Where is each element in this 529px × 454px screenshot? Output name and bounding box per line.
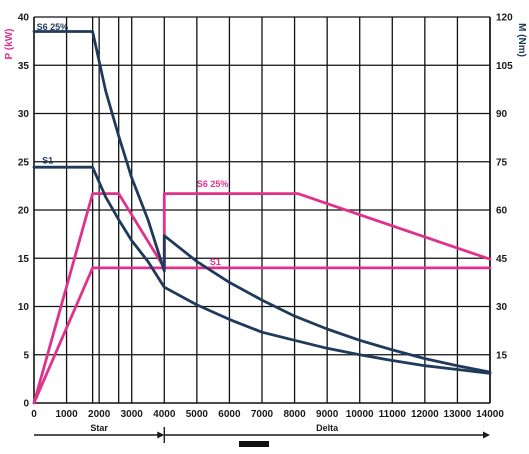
left-y-tick-label: 35: [18, 61, 30, 72]
left-y-tick-label: 40: [18, 13, 30, 24]
power-series-line: [32, 266, 492, 405]
range-arrow-head: [157, 431, 165, 439]
tick-labels: 0 1000 2000 3000 4000 5000 6000 7000 8000 9000 100…: [18, 13, 513, 421]
torque-series-line: [32, 165, 492, 375]
power-series-label: S6 25%: [197, 179, 229, 189]
right-y-tick-label: 120: [496, 13, 513, 24]
left-y-tick-label: 20: [18, 206, 30, 217]
axis-titles: P (kW) M (Nm): [4, 23, 527, 59]
series-layer: [32, 30, 492, 405]
x-tick-label: 0: [31, 409, 37, 420]
torque-series-label: S6 25%: [37, 22, 69, 32]
left-y-tick-label: 5: [23, 350, 29, 361]
x-tick-label: 3000: [121, 409, 144, 420]
x-tick-label: 13000: [444, 409, 472, 420]
torque-series-label: S1: [42, 155, 53, 165]
left-y-tick-label: 25: [18, 157, 30, 168]
right-y-tick-label: 105: [496, 61, 513, 72]
right-y-tick-label: 60: [496, 206, 508, 217]
left-y-tick-label: 30: [18, 109, 30, 120]
x-tick-label: 1000: [55, 409, 78, 420]
x-tick-label: 9000: [316, 409, 339, 420]
right-y-tick-label: 75: [496, 157, 508, 168]
series-labels: S6 25% S1 S6 25% S1: [37, 22, 229, 267]
power-series-label: S1: [210, 257, 221, 267]
x-tick-label: 6000: [218, 409, 241, 420]
operating-ranges: Star Delta: [34, 423, 490, 443]
range-label: Star: [90, 423, 108, 433]
right-y-tick-label: 90: [496, 109, 508, 120]
right-y-tick-label: 30: [496, 302, 508, 313]
right-y-tick-label: 15: [496, 350, 508, 361]
x-tick-label: 2000: [88, 409, 111, 420]
x-tick-label: 11000: [379, 409, 407, 420]
x-tick-label: 14000: [476, 409, 504, 420]
x-tick-label: 10000: [346, 409, 374, 420]
right-axis-title: M (Nm): [516, 23, 527, 57]
grid: [33, 16, 491, 404]
range-arrow-head: [483, 431, 490, 439]
x-tick-label: 12000: [411, 409, 439, 420]
x-tick-label: 7000: [251, 409, 274, 420]
range-label: Delta: [316, 423, 339, 433]
torque-series-line: [32, 30, 492, 374]
left-y-tick-label: 0: [23, 399, 29, 410]
x-tick-label: 5000: [186, 409, 209, 420]
right-y-tick-label: 45: [496, 254, 508, 265]
left-y-tick-label: 15: [18, 254, 30, 265]
x-tick-label: 8000: [283, 409, 306, 420]
x-tick-label: 4000: [153, 409, 176, 420]
left-axis-title: P (kW): [4, 29, 15, 60]
left-y-tick-label: 10: [18, 302, 30, 313]
legend-marker: [239, 441, 269, 447]
